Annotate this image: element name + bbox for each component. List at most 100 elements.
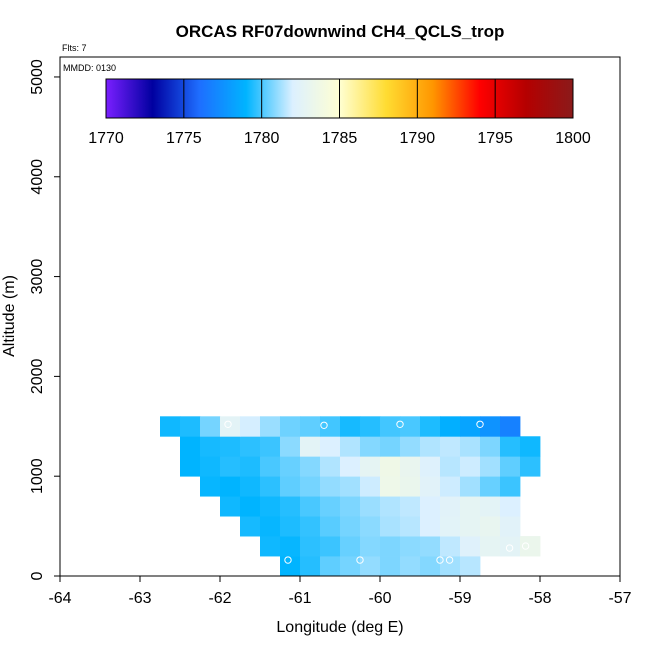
heatmap-cell: [420, 416, 441, 437]
heatmap-cell: [240, 436, 261, 457]
sample-points: [176, 408, 530, 564]
heatmap-cell: [240, 476, 261, 497]
heatmap-cell: [380, 516, 401, 537]
heatmap-cell: [360, 476, 381, 497]
sample-point: [176, 408, 184, 417]
heatmap-cell: [480, 416, 501, 437]
heatmap-cell: [280, 436, 301, 457]
x-tick-label: -64: [48, 590, 71, 607]
heatmap-cells: [160, 416, 541, 577]
colorbar: 1770 1775 1780 1785 1790 1795 1800: [88, 78, 591, 147]
y-tick-label: 5000: [29, 59, 46, 95]
heatmap-cell: [300, 516, 321, 537]
heatmap-cell: [340, 416, 361, 437]
sample-point: [476, 420, 484, 428]
heatmap-cell: [480, 456, 501, 477]
heatmap-cell: [280, 516, 301, 537]
heatmap-cell: [300, 556, 321, 577]
y-tick-label: 2000: [29, 358, 46, 394]
heatmap-cell: [300, 496, 321, 517]
y-tick-label: 0: [29, 571, 46, 580]
heatmap-cell: [240, 516, 261, 537]
heatmap-cell: [320, 496, 341, 517]
x-tick-label: -59: [448, 590, 471, 607]
heatmap-cell: [280, 476, 301, 497]
heatmap-cell: [500, 436, 521, 457]
x-tick-label: -63: [128, 590, 151, 607]
heatmap-cell: [260, 436, 281, 457]
heatmap-cell: [320, 516, 341, 537]
heatmap-cell: [280, 556, 301, 577]
heatmap-cell: [200, 456, 221, 477]
heatmap-cell: [380, 456, 401, 477]
plot-frame: [59, 56, 621, 577]
heatmap-cell: [280, 496, 301, 517]
heatmap-cell: [400, 436, 421, 457]
x-tick-label: -60: [368, 590, 391, 607]
heatmap-cell: [320, 476, 341, 497]
heatmap-cell: [240, 416, 261, 437]
heatmap-cell: [500, 516, 521, 537]
heatmap-cell: [300, 536, 321, 557]
heatmap-cell: [260, 456, 281, 477]
colorbar-tick-label: 1780: [244, 130, 280, 147]
heatmap-cell: [400, 556, 421, 577]
colorbar-tick-label: 1775: [166, 130, 202, 147]
heatmap-cell: [280, 456, 301, 477]
heatmap-cell: [420, 496, 441, 517]
heatmap-cell: [260, 536, 281, 557]
heatmap-cell: [300, 436, 321, 457]
heatmap-cell: [460, 556, 481, 577]
heatmap-cell: [500, 416, 521, 437]
colorbar-tick-label: 1770: [88, 130, 124, 147]
heatmap-cell: [360, 556, 381, 577]
heatmap-cell: [460, 476, 481, 497]
heatmap-cell: [480, 536, 501, 557]
heatmap-cell: [460, 496, 481, 517]
heatmap-cell: [220, 436, 241, 457]
heatmap-cell: [460, 516, 481, 537]
heatmap-cell: [320, 536, 341, 557]
y-tick-label: 4000: [29, 159, 46, 195]
colorbar-tick-label: 1790: [400, 130, 436, 147]
heatmap-cell: [380, 556, 401, 577]
heatmap-cell: [500, 496, 521, 517]
heatmap-cell: [300, 456, 321, 477]
heatmap-cell: [460, 436, 481, 457]
heatmap-cell: [360, 416, 381, 437]
heatmap-cell: [460, 456, 481, 477]
y-tick-label: 3000: [29, 259, 46, 295]
heatmap-cell: [520, 536, 541, 557]
heatmap-cell: [220, 456, 241, 477]
heatmap-cell: [420, 556, 441, 577]
heatmap-cell: [320, 416, 341, 437]
heatmap-cell: [400, 496, 421, 517]
x-tick-label: -62: [208, 590, 231, 607]
heatmap-cell: [440, 476, 461, 497]
heatmap-cell: [180, 436, 201, 457]
heatmap-cell: [440, 456, 461, 477]
heatmap-cell: [320, 456, 341, 477]
heatmap-cell: [440, 436, 461, 457]
heatmap-cell: [400, 476, 421, 497]
heatmap-cell: [380, 436, 401, 457]
heatmap-cell: [500, 476, 521, 497]
x-tick-label: -58: [528, 590, 551, 607]
heatmap-cell: [420, 536, 441, 557]
heatmap-cell: [480, 496, 501, 517]
heatmap-cell: [420, 476, 441, 497]
heatmap-cell: [220, 496, 241, 517]
heatmap-cell: [180, 456, 201, 477]
heatmap-cell: [460, 416, 481, 437]
heatmap-cell: [360, 496, 381, 517]
heatmap-cell: [360, 456, 381, 477]
heatmap-cell: [180, 416, 201, 437]
heatmap-cell: [500, 456, 521, 477]
heatmap-cell: [380, 476, 401, 497]
heatmap-cell: [440, 556, 461, 577]
x-tick-label: -57: [608, 590, 631, 607]
colorbar-tick-label: 1785: [322, 130, 358, 147]
colorbar-tick-label: 1800: [555, 130, 591, 147]
heatmap-cell: [480, 436, 501, 457]
